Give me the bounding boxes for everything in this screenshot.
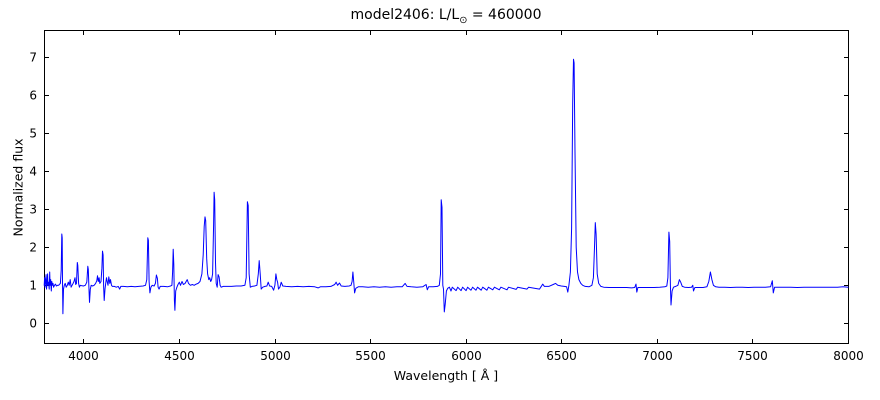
x-tick-label: 8000 xyxy=(833,349,864,363)
x-tick-label: 6500 xyxy=(546,349,577,363)
chart-title-value: = 460000 xyxy=(467,7,542,23)
spectrum-line xyxy=(43,58,849,315)
y-tick-label: 6 xyxy=(29,89,37,103)
x-tick-label: 7500 xyxy=(737,349,768,363)
chart-title: model2406: L/L⊙ = 460000 xyxy=(44,7,848,26)
y-tick-label: 4 xyxy=(29,165,37,179)
y-tick-label: 2 xyxy=(29,241,37,255)
x-tick-label: 5500 xyxy=(355,349,386,363)
plot-border xyxy=(44,30,849,344)
y-tick-label: 7 xyxy=(29,51,37,65)
y-tick-label: 0 xyxy=(29,317,37,331)
y-tick-label: 1 xyxy=(29,279,37,293)
x-axis-label: Wavelength [ Å ] xyxy=(393,368,499,383)
x-tick-label: 4500 xyxy=(164,349,195,363)
y-tick-label: 3 xyxy=(29,203,37,217)
solar-symbol: ⊙ xyxy=(459,14,468,26)
x-tick-label: 5000 xyxy=(260,349,291,363)
y-axis-label: Normalized flux xyxy=(10,138,26,237)
chart-title-text: model2406: L/L xyxy=(350,7,460,23)
x-tick-label: 7000 xyxy=(642,349,673,363)
x-tick-label: 4000 xyxy=(68,349,99,363)
x-tick-label: 6000 xyxy=(451,349,482,363)
y-tick-label: 5 xyxy=(29,127,37,141)
